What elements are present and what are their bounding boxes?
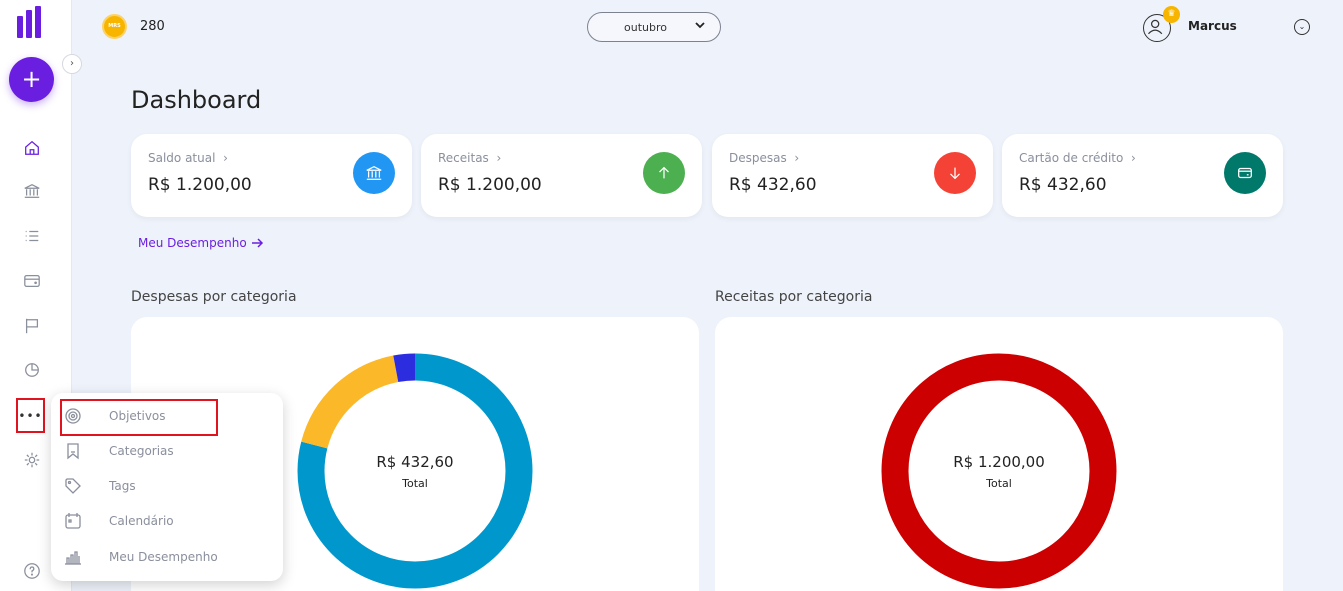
expenses-total-label: Total: [402, 477, 428, 490]
card-value: R$ 432,60: [1019, 175, 1107, 195]
more-menu-popup: Objetivos Categorias Tags Calendário Meu…: [51, 393, 283, 581]
menu-item-categorias[interactable]: Categorias: [51, 436, 283, 466]
arrow-down-icon: [934, 152, 976, 194]
income-total: R$ 1.200,00 Total: [924, 453, 1074, 490]
expenses-donut-chart: [297, 353, 533, 589]
list-icon[interactable]: [22, 226, 42, 246]
coin-icon: MRS: [102, 14, 127, 39]
card-label: Despesas ›: [729, 151, 800, 165]
menu-item-label: Meu Desempenho: [109, 550, 218, 564]
bank-icon: [353, 152, 395, 194]
donut-slice-0[interactable]: [881, 353, 1117, 589]
avatar[interactable]: [1143, 14, 1171, 42]
chevron-down-icon: [695, 22, 705, 29]
menu-item-label: Calendário: [109, 514, 174, 528]
card-label: Saldo atual ›: [148, 151, 228, 165]
settings-icon[interactable]: [22, 450, 42, 470]
card-receitas[interactable]: Receitas › R$ 1.200,00: [421, 134, 702, 217]
income-section-title: Receitas por categoria: [715, 289, 873, 305]
target-icon: [64, 407, 82, 425]
home-icon[interactable]: [22, 138, 42, 158]
card-despesas[interactable]: Despesas › R$ 432,60: [712, 134, 993, 217]
card-label: Cartão de crédito ›: [1019, 151, 1136, 165]
sidebar: + •••: [0, 0, 72, 591]
flag-icon[interactable]: [22, 316, 42, 336]
card-value: R$ 432,60: [729, 175, 817, 195]
menu-item-label: Tags: [109, 479, 136, 493]
expenses-total-value: R$ 432,60: [376, 453, 454, 471]
wallet-icon: [1224, 152, 1266, 194]
wallet-icon[interactable]: [22, 271, 42, 291]
expenses-section-title: Despesas por categoria: [131, 289, 297, 305]
card-label: Receitas ›: [438, 151, 502, 165]
income-total-label: Total: [986, 477, 1012, 490]
month-select[interactable]: outubro: [587, 12, 721, 42]
menu-item-label: Objetivos: [109, 409, 166, 423]
month-label: outubro: [624, 20, 667, 34]
bookmark-icon: [64, 442, 82, 460]
card-value: R$ 1.200,00: [438, 175, 542, 195]
highlight-objetivos: [60, 399, 218, 436]
page-title: Dashboard: [131, 86, 262, 114]
coin-count: 280: [140, 19, 165, 34]
income-total-value: R$ 1.200,00: [953, 453, 1045, 471]
crown-icon: ♛: [1163, 6, 1180, 23]
menu-item-calendario[interactable]: Calendário: [51, 506, 283, 536]
app-logo: [17, 6, 47, 38]
menu-item-meu-desempenho[interactable]: Meu Desempenho: [51, 542, 283, 572]
user-menu-chevron-icon[interactable]: ⌄: [1294, 19, 1310, 35]
collapse-sidebar-button[interactable]: ›: [62, 54, 82, 74]
add-button[interactable]: +: [9, 57, 54, 102]
arrow-up-icon: [643, 152, 685, 194]
donut-slice-2[interactable]: [297, 353, 533, 589]
bank-icon[interactable]: [22, 181, 42, 201]
card-cartao-credito[interactable]: Cartão de crédito › R$ 432,60: [1002, 134, 1283, 217]
card-saldo-atual[interactable]: Saldo atual › R$ 1.200,00: [131, 134, 412, 217]
pie-chart-icon[interactable]: [22, 360, 42, 380]
tag-icon: [64, 477, 82, 495]
income-donut-chart: [881, 353, 1117, 589]
arrow-right-icon[interactable]: [250, 236, 264, 250]
help-icon[interactable]: [22, 561, 42, 581]
card-value: R$ 1.200,00: [148, 175, 252, 195]
user-name: Marcus: [1188, 19, 1237, 33]
bar-chart-icon: [64, 548, 82, 566]
menu-item-label: Categorias: [109, 444, 174, 458]
income-chart-panel: R$ 1.200,00 Total: [715, 317, 1283, 591]
expenses-total: R$ 432,60 Total: [340, 453, 490, 490]
more-button[interactable]: •••: [16, 398, 45, 433]
menu-item-tags[interactable]: Tags: [51, 471, 283, 501]
performance-link[interactable]: Meu Desempenho: [138, 236, 247, 250]
menu-item-objetivos[interactable]: Objetivos: [51, 401, 283, 431]
calendar-icon: [64, 512, 82, 530]
